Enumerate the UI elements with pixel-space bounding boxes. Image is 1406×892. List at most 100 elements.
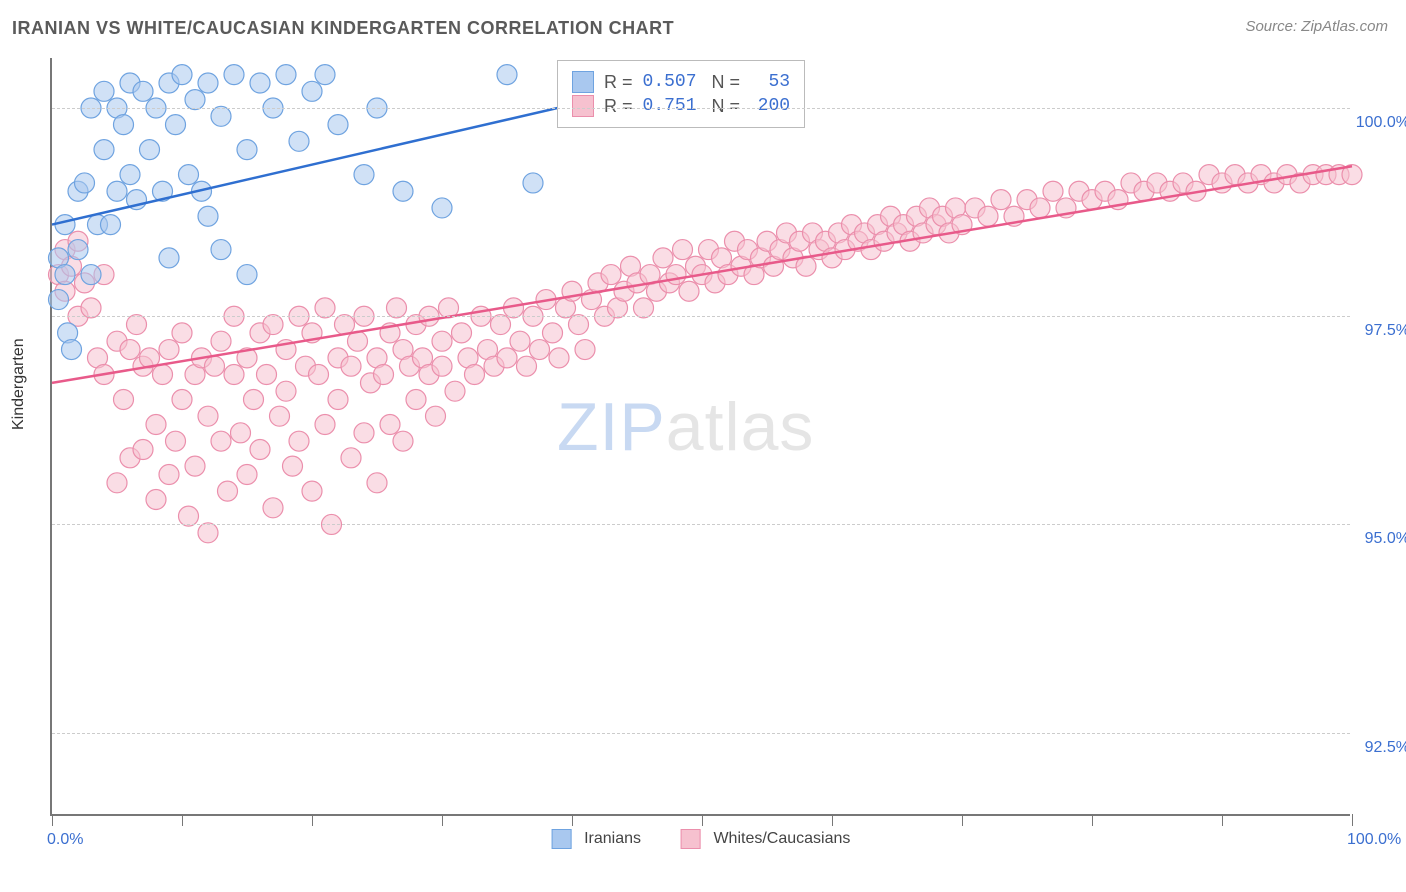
data-point (107, 181, 127, 201)
r-value-1: 0.507 (643, 72, 697, 92)
data-point (49, 290, 69, 310)
data-point (263, 315, 283, 335)
grid-line (52, 733, 1350, 734)
data-point (374, 365, 394, 385)
y-tick-label: 92.5% (1365, 739, 1406, 757)
x-tick (832, 814, 833, 826)
data-point (543, 323, 563, 343)
data-point (153, 365, 173, 385)
data-point (283, 456, 303, 476)
data-point (224, 65, 244, 85)
data-point (276, 65, 296, 85)
r-value-2: 0.751 (643, 96, 697, 116)
data-point (198, 523, 218, 543)
data-point (510, 331, 530, 351)
stats-legend-box: R = 0.507 N = 53 R = 0.751 N = 200 (557, 60, 805, 128)
data-point (237, 464, 257, 484)
data-point (393, 181, 413, 201)
data-point (172, 65, 192, 85)
data-point (341, 448, 361, 468)
legend-swatch-whites (681, 829, 701, 849)
data-point (517, 356, 537, 376)
data-point (133, 81, 153, 101)
x-tick (442, 814, 443, 826)
data-point (393, 431, 413, 451)
data-point (354, 165, 374, 185)
data-point (179, 506, 199, 526)
data-point (653, 248, 673, 268)
data-point (978, 206, 998, 226)
data-point (120, 165, 140, 185)
data-point (302, 81, 322, 101)
x-tick (962, 814, 963, 826)
data-point (218, 481, 238, 501)
data-point (491, 315, 511, 335)
data-point (679, 281, 699, 301)
data-point (198, 406, 218, 426)
data-point (159, 248, 179, 268)
grid-line (52, 108, 1350, 109)
data-point (270, 406, 290, 426)
data-point (1030, 198, 1050, 218)
r-label: R = (604, 72, 633, 93)
data-point (569, 315, 589, 335)
n-value-1: 53 (750, 72, 790, 92)
y-tick-label: 100.0% (1356, 114, 1406, 132)
x-tick (572, 814, 573, 826)
data-point (114, 390, 134, 410)
data-point (335, 315, 355, 335)
data-point (81, 265, 101, 285)
data-point (575, 340, 595, 360)
data-point (211, 106, 231, 126)
data-point (101, 215, 121, 235)
data-point (302, 481, 322, 501)
data-point (55, 265, 75, 285)
data-point (328, 115, 348, 135)
data-point (991, 190, 1011, 210)
data-point (263, 498, 283, 518)
data-point (309, 365, 329, 385)
legend-label-whites: Whites/Caucasians (713, 830, 850, 847)
data-point (224, 365, 244, 385)
data-point (211, 331, 231, 351)
data-point (673, 240, 693, 260)
data-point (465, 365, 485, 385)
data-point (257, 365, 277, 385)
data-point (166, 115, 186, 135)
x-tick (182, 814, 183, 826)
x-tick (312, 814, 313, 826)
data-point (140, 140, 160, 160)
data-point (432, 356, 452, 376)
data-point (634, 298, 654, 318)
data-point (146, 415, 166, 435)
legend-item-iranians: Iranians (552, 829, 641, 849)
data-point (127, 315, 147, 335)
chart-title: IRANIAN VS WHITE/CAUCASIAN KINDERGARTEN … (12, 18, 674, 39)
legend-item-whites: Whites/Caucasians (681, 829, 850, 849)
data-point (289, 431, 309, 451)
data-point (120, 340, 140, 360)
data-point (250, 439, 270, 459)
data-point (159, 464, 179, 484)
stats-row-iranians: R = 0.507 N = 53 (572, 71, 790, 93)
data-point (1043, 181, 1063, 201)
data-point (354, 423, 374, 443)
r-label-2: R = (604, 96, 633, 117)
x-tick (1092, 814, 1093, 826)
data-point (666, 265, 686, 285)
data-point (549, 348, 569, 368)
n-value-2: 200 (750, 96, 790, 116)
data-point (426, 406, 446, 426)
data-point (179, 165, 199, 185)
data-point (289, 131, 309, 151)
data-point (445, 381, 465, 401)
y-tick-label: 97.5% (1365, 322, 1406, 340)
n-label: N = (707, 72, 741, 93)
data-point (81, 298, 101, 318)
data-point (406, 390, 426, 410)
stats-row-whites: R = 0.751 N = 200 (572, 95, 790, 117)
grid-line (52, 524, 1350, 525)
data-point (328, 390, 348, 410)
data-point (432, 331, 452, 351)
data-point (367, 473, 387, 493)
